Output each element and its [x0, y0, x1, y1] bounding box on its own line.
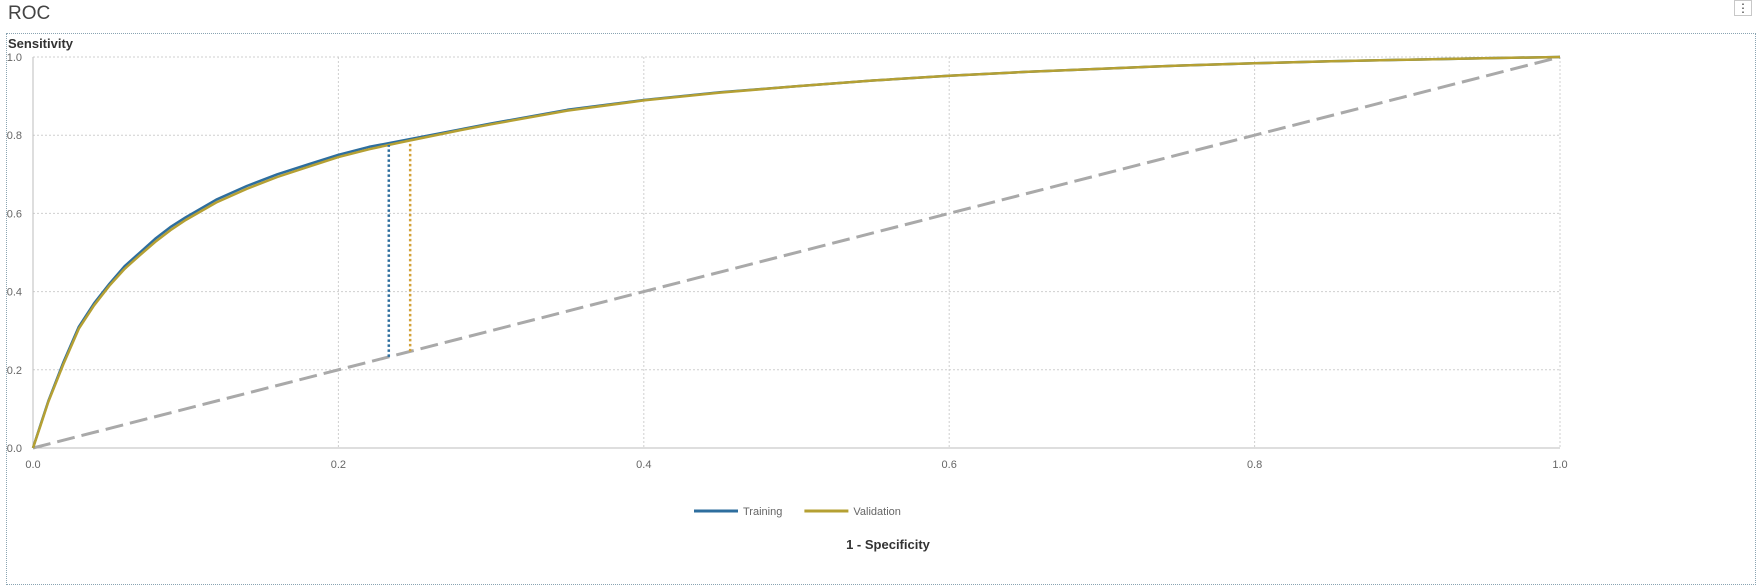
x-tick-label: 0.2 [331, 459, 346, 471]
y-axis-label: Sensitivity [8, 36, 74, 51]
y-tick-label: 0.6 [7, 208, 22, 220]
legend-label-training: Training [743, 506, 782, 518]
axes [32, 57, 1560, 449]
page-title: ROC [8, 3, 51, 24]
y-tick-label: 0.4 [7, 287, 22, 299]
x-tick-label: 0.4 [636, 459, 651, 471]
y-tick-label: 0.0 [7, 443, 22, 455]
cutoff-markers [387, 141, 412, 357]
baseline-line [32, 55, 1561, 450]
title-bar: ROC ⋮ [0, 0, 1758, 30]
y-tick-label: 1.0 [7, 52, 22, 64]
series-lines [31, 55, 1561, 450]
x-axis-label: 1 - Specificity [846, 537, 931, 552]
legend-label-validation: Validation [853, 506, 901, 518]
grid-lines [33, 56, 1561, 448]
x-tick-labels: 0.0 0.2 0.4 0.6 0.8 1.0 [25, 459, 1567, 471]
x-tick-label: 0.8 [1247, 459, 1262, 471]
x-tick-label: 0.6 [942, 459, 957, 471]
y-tick-label: 0.2 [7, 365, 22, 377]
series-line-validation [31, 55, 1561, 449]
x-tick-label: 0.0 [25, 459, 40, 471]
y-tick-labels: 0.0 0.2 0.4 0.6 0.8 1.0 [7, 52, 22, 455]
x-tick-label: 1.0 [1552, 459, 1567, 471]
vertical-ellipsis-icon[interactable]: ⋮ [1734, 0, 1752, 16]
y-tick-label: 0.8 [7, 130, 22, 142]
legend: Training Validation [694, 506, 901, 518]
chart-frame [6, 33, 1756, 585]
